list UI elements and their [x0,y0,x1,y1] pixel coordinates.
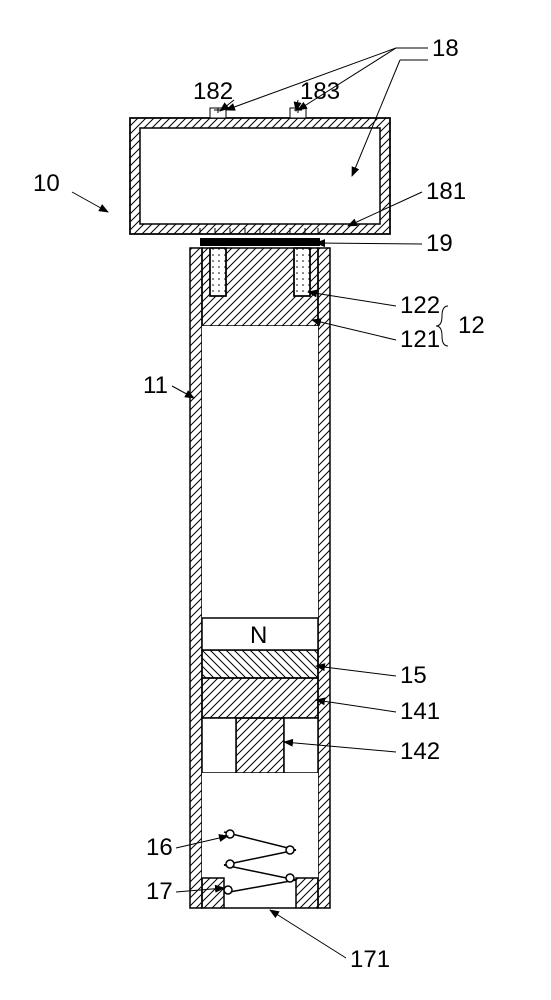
label-19: 19 [426,230,453,258]
label-main-ref: 10 [33,170,60,198]
label-122: 122 [400,292,440,320]
label-17: 17 [146,878,173,906]
label-142: 142 [400,738,440,766]
label-15: 15 [400,662,427,690]
label-16: 16 [146,834,173,862]
label-181: 181 [426,178,466,206]
label-121: 121 [400,326,440,354]
label-171: 171 [350,946,390,974]
diagram-svg [0,0,551,1000]
label-magnet-n: N [250,622,267,650]
label-18: 18 [432,35,459,63]
label-11: 11 [143,372,168,400]
label-141: 141 [400,698,440,726]
label-183: 183 [300,78,340,106]
label-12: 12 [458,312,485,340]
label-182: 182 [193,78,233,106]
technical-diagram: 10 18 182 183 181 19 122 12 121 11 N 15 … [0,0,551,1000]
